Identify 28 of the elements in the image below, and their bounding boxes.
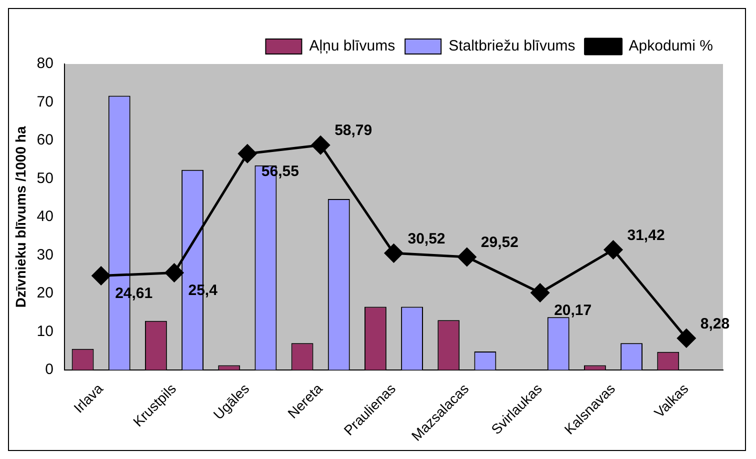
y-tick-label: 80 [36,55,54,72]
y-tick-label: 50 [36,170,54,187]
data-label: 31,42 [627,226,665,244]
data-label: 8,28 [700,315,730,332]
legend-label: Staltbriežu blīvums [448,38,576,55]
point [458,248,476,266]
data-label: 29,52 [480,234,518,252]
y-tick-label: 0 [45,360,54,378]
y-tick-label: 20 [36,284,54,302]
point [238,144,257,163]
point [311,136,330,154]
y-tick-label: 60 [36,132,54,149]
y-tick-label: 40 [36,208,54,226]
data-label: 58,79 [334,122,372,140]
point [677,328,696,348]
point [92,266,110,286]
y-tick-label: 10 [36,322,54,340]
point [384,244,403,262]
y-tick-label: 30 [36,246,54,264]
point [530,283,550,302]
legend-label: Apkodumi % [628,38,714,55]
data-label: 30,52 [408,230,446,248]
legend-label: Aļņu blīvums [309,38,396,55]
y-tick-label: 70 [36,93,54,110]
y-axis-title: Dzīvnieku blīvums /1000 ha [12,126,28,308]
data-label: 20,17 [554,302,592,319]
point [164,263,184,282]
point [604,240,622,259]
